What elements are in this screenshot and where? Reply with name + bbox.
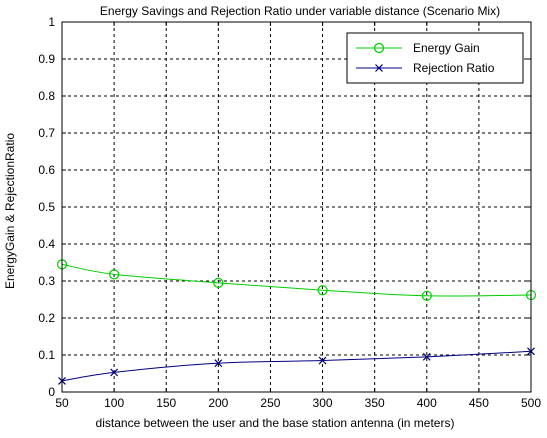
- x-tick-label: 100: [104, 396, 124, 410]
- data-point-energy-gain: [109, 269, 120, 280]
- y-axis-label: EnergyGain & RejectionRatio: [3, 133, 17, 289]
- data-point-rejection-ratio: [214, 359, 223, 368]
- x-tick-label: 300: [313, 396, 333, 410]
- x-tick-label: 350: [365, 396, 385, 410]
- legend-label: Rejection Ratio: [413, 61, 495, 75]
- tick-layer: 50 100 150 200 250 300 350 400 450 500 0 0.1 0.2 0.3 0…: [38, 15, 541, 410]
- y-tick-label: 0.9: [38, 52, 55, 66]
- data-point-energy-gain: [421, 290, 432, 301]
- legend-item-energy-gain: Energy Gain: [356, 41, 480, 55]
- y-tick-label: 0.8: [38, 89, 55, 103]
- data-point-energy-gain: [317, 285, 328, 296]
- y-tick-label: 0.6: [38, 163, 55, 177]
- y-tick-label: 0.7: [38, 126, 55, 140]
- plot-frame: [61, 21, 532, 393]
- y-tick-label: 0.2: [38, 311, 55, 325]
- x-tick-label: 200: [208, 396, 228, 410]
- data-point-rejection-ratio: [422, 352, 431, 361]
- y-tick-label: 0.3: [38, 274, 55, 288]
- y-tick-label: 0: [48, 385, 55, 399]
- x-tick-label: 450: [469, 396, 489, 410]
- legend-item-rejection-ratio: Rejection Ratio: [356, 61, 495, 75]
- chart-title: Energy Savings and Rejection Ratio under…: [100, 4, 500, 18]
- data-point-energy-gain: [213, 277, 224, 288]
- y-tick-label: 0.1: [38, 348, 55, 362]
- x-tick-label: 250: [260, 396, 280, 410]
- data-point-rejection-ratio: [110, 368, 119, 377]
- legend-box: [346, 32, 524, 84]
- y-tick-label: 1: [48, 15, 55, 29]
- x-tick-label: 150: [156, 396, 176, 410]
- y-tick-label: 0.5: [38, 200, 55, 214]
- legend-label: Energy Gain: [413, 41, 480, 55]
- legend-marker: [373, 42, 385, 54]
- legend: Energy Gain Rejection Ratio: [346, 32, 524, 84]
- y-tick-label: 0.4: [38, 237, 55, 251]
- x-tick-label: 500: [521, 396, 541, 410]
- data-point-rejection-ratio: [318, 356, 327, 365]
- x-axis-label: distance between the user and the base s…: [96, 416, 455, 430]
- grid-layer: [62, 22, 531, 392]
- x-tick-label: 50: [55, 396, 69, 410]
- x-tick-label: 400: [417, 396, 437, 410]
- legend-marker: [375, 64, 383, 72]
- series-line-energy-gain: [61, 263, 532, 297]
